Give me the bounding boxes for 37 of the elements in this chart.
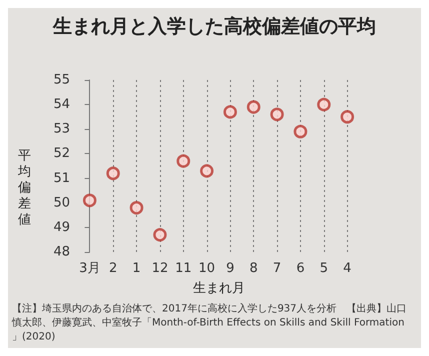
x-tick-label: 9 (226, 261, 234, 276)
point (223, 105, 237, 119)
point (317, 98, 331, 112)
point (270, 108, 284, 122)
x-tick-label: 7 (272, 261, 282, 276)
point (106, 166, 120, 180)
x-tick-label: 8 (249, 261, 258, 276)
point (130, 201, 144, 215)
point (153, 228, 167, 242)
x-axis-title: 生まれ月 (193, 281, 245, 296)
y-tick-label: 53 (53, 122, 70, 137)
point (82, 194, 96, 208)
x-tick-label: 6 (296, 261, 305, 276)
x-tick-label: 12 (152, 261, 168, 276)
x-tick-label: 5 (320, 261, 328, 276)
y-tick-label: 52 (53, 146, 70, 162)
y-tick-label: 48 (53, 244, 70, 260)
y-tick-label: 49 (53, 220, 70, 235)
x-tick-label: 11 (175, 261, 192, 276)
y-tick-label: 51 (53, 170, 70, 186)
x-tick-label: 3月 (79, 261, 100, 276)
point (200, 164, 214, 178)
point (176, 154, 190, 168)
chart-title: 生まれ月と入学した高校偏差値の平均 (52, 16, 376, 38)
text: 【注】埼玉県内のある自治体で、2017年に高校に入学した937人を分析 【出典】山口 (12, 304, 407, 314)
point (246, 100, 260, 114)
x-tick-label: 10 (198, 261, 216, 276)
y-tick-label: 55 (53, 72, 70, 88)
y-axis-title: 平均偏差値 (17, 148, 31, 228)
point (294, 124, 308, 138)
text: 慎太郎、伊藤寛武、中室牧子「Month-of-Birth Effects on Skills and Skill Formation」(2020) (12, 318, 404, 342)
y-tick-label: 50 (53, 195, 70, 210)
point (340, 110, 354, 124)
x-tick-label: 2 (108, 261, 118, 276)
x-tick-label: 1 (132, 261, 141, 276)
y-tick-label: 54 (53, 97, 70, 112)
x-tick-label: 4 (343, 261, 352, 276)
